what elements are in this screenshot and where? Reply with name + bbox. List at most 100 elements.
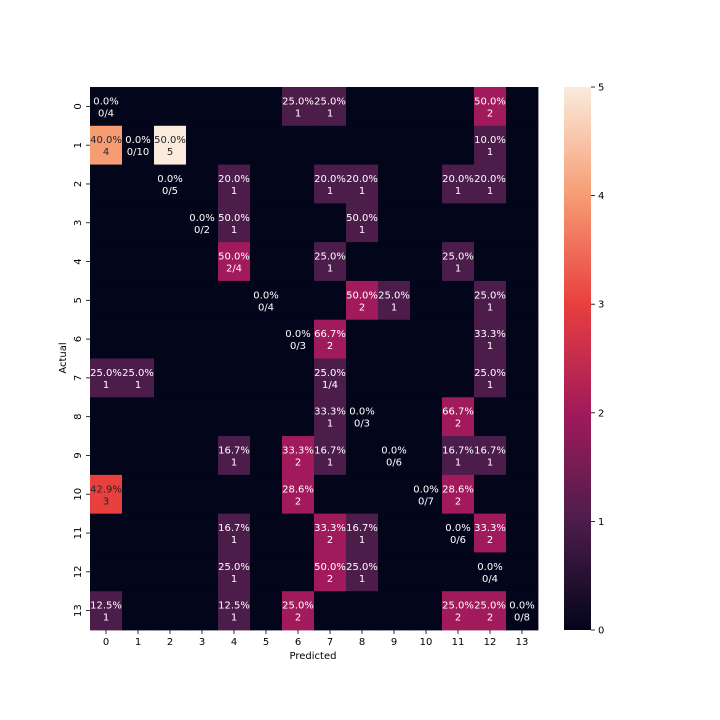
heatmap-cell	[282, 280, 315, 321]
heatmap-cell	[506, 164, 539, 204]
heatmap-cell	[250, 474, 283, 515]
cell-percent-label: 16.7%	[218, 523, 250, 534]
heatmap-cell	[154, 513, 187, 553]
heatmap-cell	[442, 319, 475, 359]
cell-count-label: 2	[295, 457, 301, 468]
heatmap-cell	[218, 474, 251, 515]
heatmap-cell	[154, 280, 187, 321]
cell-count-label: 1	[455, 457, 461, 468]
heatmap-cell	[250, 397, 283, 437]
heatmap-cell	[314, 203, 347, 243]
cell-count-label: 2	[327, 341, 333, 352]
cell-percent-label: 25.0%	[122, 368, 154, 379]
heatmap-cell	[378, 203, 411, 243]
heatmap-cell	[218, 436, 251, 476]
heatmap-cell	[250, 319, 283, 359]
cell-percent-label: 16.7%	[218, 445, 250, 456]
cell-percent-label: 12.5%	[90, 601, 122, 612]
heatmap-cell	[154, 87, 187, 127]
heatmap-cell	[122, 87, 155, 127]
heatmap-cell	[186, 87, 219, 127]
cell-percent-label: 33.3%	[314, 407, 346, 418]
heatmap-cell	[506, 203, 539, 243]
cell-percent-label: 20.0%	[218, 174, 250, 185]
heatmap-cell	[506, 358, 539, 398]
heatmap-cell	[378, 242, 411, 282]
cell-count-label: 0/6	[386, 457, 402, 468]
cell-count-label: 0/3	[290, 341, 306, 352]
heatmap-cell	[506, 591, 539, 631]
heatmap-cell	[282, 397, 315, 437]
colorbar-tick-label: 1	[598, 517, 604, 528]
cell-count-label: 2	[359, 302, 365, 313]
heatmap-cell	[474, 358, 507, 398]
heatmap-cell	[346, 319, 379, 359]
heatmap-cell	[282, 125, 315, 165]
cell-percent-label: 25.0%	[474, 368, 506, 379]
cell-percent-label: 0.0%	[157, 174, 182, 185]
x-tick-label: 10	[420, 637, 433, 648]
heatmap-cell	[314, 591, 347, 631]
colorbar-tick-label: 2	[598, 408, 604, 419]
heatmap-cell	[442, 436, 475, 476]
x-tick-label: 11	[452, 637, 465, 648]
heatmap-cell	[122, 436, 155, 476]
heatmap-cell	[122, 552, 155, 592]
heatmap-cell	[346, 397, 379, 437]
heatmap-cell	[346, 125, 379, 165]
heatmap-cell	[122, 164, 155, 204]
heatmap-cell	[410, 125, 443, 165]
heatmap-cell	[378, 591, 411, 631]
cell-count-label: 0/5	[162, 186, 178, 197]
cell-count-label: 1	[391, 302, 397, 313]
heatmap-cell	[378, 319, 411, 359]
cell-percent-label: 25.0%	[346, 562, 378, 573]
cell-count-label: 0/10	[127, 147, 149, 158]
heatmap-cell	[90, 358, 123, 398]
heatmap-cell	[474, 280, 507, 321]
cell-count-label: 1	[231, 225, 237, 236]
cell-count-label: 1	[359, 225, 365, 236]
heatmap-cell	[474, 87, 507, 127]
cell-percent-label: 16.7%	[442, 445, 474, 456]
cell-count-label: 1	[327, 457, 333, 468]
heatmap-cell	[346, 591, 379, 631]
cell-count-label: 1	[103, 380, 109, 391]
cell-count-label: 1	[327, 186, 333, 197]
cell-percent-label: 25.0%	[314, 368, 346, 379]
x-tick-label: 3	[199, 637, 205, 648]
heatmap-cell	[282, 87, 315, 127]
cell-percent-label: 50.0%	[346, 213, 378, 224]
cell-count-label: 0/7	[418, 496, 434, 507]
cell-count-label: 1	[231, 186, 237, 197]
heatmap-cell	[474, 164, 507, 204]
cell-annotations: 0.0%0/425.0%125.0%150.0%240.0%40.0%0/105…	[90, 96, 535, 623]
cell-count-label: 1	[135, 380, 141, 391]
heatmap-cell	[282, 319, 315, 359]
heatmap-cell	[378, 436, 411, 476]
heatmap-cell	[154, 164, 187, 204]
cell-count-label: 1	[455, 186, 461, 197]
cell-percent-label: 50.0%	[346, 290, 378, 301]
heatmap-cell	[122, 125, 155, 165]
heatmap-cell	[410, 513, 443, 553]
cell-percent-label: 50.0%	[154, 135, 186, 146]
heatmap-cell	[474, 552, 507, 592]
heatmap-cell	[474, 591, 507, 631]
heatmap-cell	[282, 242, 315, 282]
cell-percent-label: 10.0%	[474, 135, 506, 146]
heatmap-cell	[218, 513, 251, 553]
heatmap-cell	[218, 319, 251, 359]
heatmap-cell	[90, 242, 123, 282]
heatmap-cell	[378, 280, 411, 321]
cell-percent-label: 66.7%	[442, 407, 474, 418]
heatmap-cell	[314, 280, 347, 321]
colorbar-tick-label: 0	[598, 626, 604, 637]
heatmap-cell	[410, 203, 443, 243]
x-tick-label: 12	[484, 637, 497, 648]
heatmap-cell	[186, 203, 219, 243]
cell-count-label: 2	[327, 574, 333, 585]
cell-percent-label: 42.9%	[90, 484, 122, 495]
colorbar-tick-label: 4	[598, 191, 604, 202]
cell-count-label: 1	[231, 457, 237, 468]
